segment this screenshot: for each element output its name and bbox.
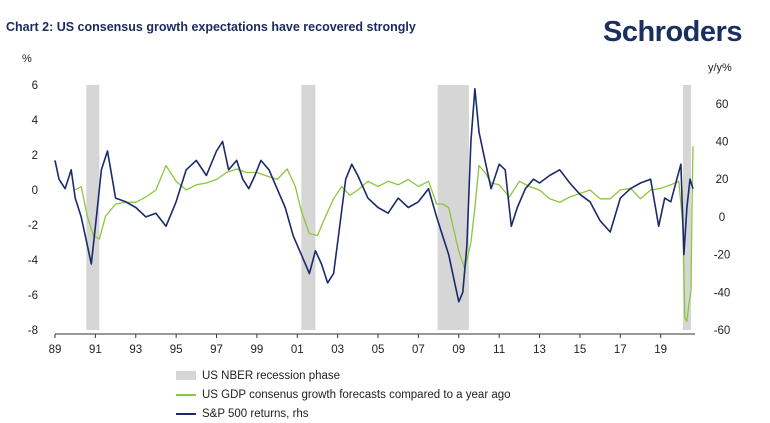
x-tick-label: 03: [331, 344, 344, 356]
legend-swatch-recession: [176, 371, 196, 380]
left-axis-unit: %: [22, 53, 32, 65]
x-tick-label: 91: [89, 344, 102, 356]
y-right-tick-label: 0: [719, 212, 725, 224]
x-tick-label: 15: [574, 344, 587, 356]
y-left-tick-label: -8: [28, 325, 38, 337]
series-line-sp500: [54, 88, 694, 303]
y-left-tick-label: 2: [32, 150, 38, 162]
y-left-tick-label: -6: [28, 290, 38, 302]
x-tick-label: 19: [654, 344, 667, 356]
y-right-tick-label: -20: [714, 250, 731, 262]
recession-band: [301, 85, 316, 330]
right-axis-unit: y/y%: [708, 62, 732, 74]
y-right-tick-label: 60: [716, 99, 729, 111]
chart-title: Chart 2: US consensus growth expectation…: [6, 20, 416, 34]
x-tick-label: 93: [129, 344, 142, 356]
legend-swatch-sp500: [176, 412, 196, 415]
recession-band: [437, 85, 469, 330]
legend-swatch-gdp-forecasts: [176, 393, 196, 396]
legend-item-sp500: S&P 500 returns, rhs: [176, 404, 511, 423]
y-right-tick-label: -60: [714, 325, 731, 337]
x-tick-label: 17: [614, 344, 627, 356]
x-tick-label: 11: [493, 344, 505, 356]
y-left-tick-label: -4: [28, 255, 39, 267]
y-right-tick-label: 40: [716, 137, 729, 149]
recession-bands: [86, 85, 691, 330]
x-tick-label: 13: [533, 344, 546, 356]
x-tick-label: 97: [210, 344, 223, 356]
x-tick-label: 05: [372, 344, 385, 356]
legend-label-recession: US NBER recession phase: [202, 369, 341, 382]
x-tick-label: 01: [291, 344, 304, 356]
legend-item-recession: US NBER recession phase: [176, 366, 511, 385]
x-tick-label: 89: [49, 344, 62, 356]
y-left-tick-label: 6: [32, 80, 38, 92]
legend-item-gdp-forecasts: US GDP consenus growth forecasts compare…: [176, 385, 511, 404]
y-left-tick-label: 0: [32, 185, 38, 197]
chart-legend: US NBER recession phase US GDP consenus …: [176, 366, 511, 423]
series-line-gdp-forecasts: [74, 146, 694, 322]
y-left-tick-label: -2: [28, 220, 38, 232]
x-tick-label: 95: [170, 344, 183, 356]
x-tick-label: 99: [250, 344, 263, 356]
y-right-tick-label: 20: [716, 174, 729, 186]
chart-plot: 89 91 93 95 97 99 01 03 05 07 09 11 13 15 17 196420-2-4…: [28, 80, 731, 356]
x-tick-label: 07: [412, 344, 425, 356]
legend-label-sp500: S&P 500 returns, rhs: [202, 407, 309, 420]
chart-axes: 89 91 93 95 97 99 01 03 05 07 09 11 13 15 17 196420-2-4…: [28, 80, 731, 356]
brand-logo: Schroders: [603, 16, 742, 48]
recession-band: [86, 85, 100, 330]
legend-label-gdp-forecasts: US GDP consenus growth forecasts compare…: [202, 388, 511, 401]
x-tick-label: 09: [452, 344, 465, 356]
y-right-tick-label: -40: [714, 287, 731, 299]
y-left-tick-label: 4: [32, 115, 39, 127]
chart-series: [54, 88, 694, 322]
